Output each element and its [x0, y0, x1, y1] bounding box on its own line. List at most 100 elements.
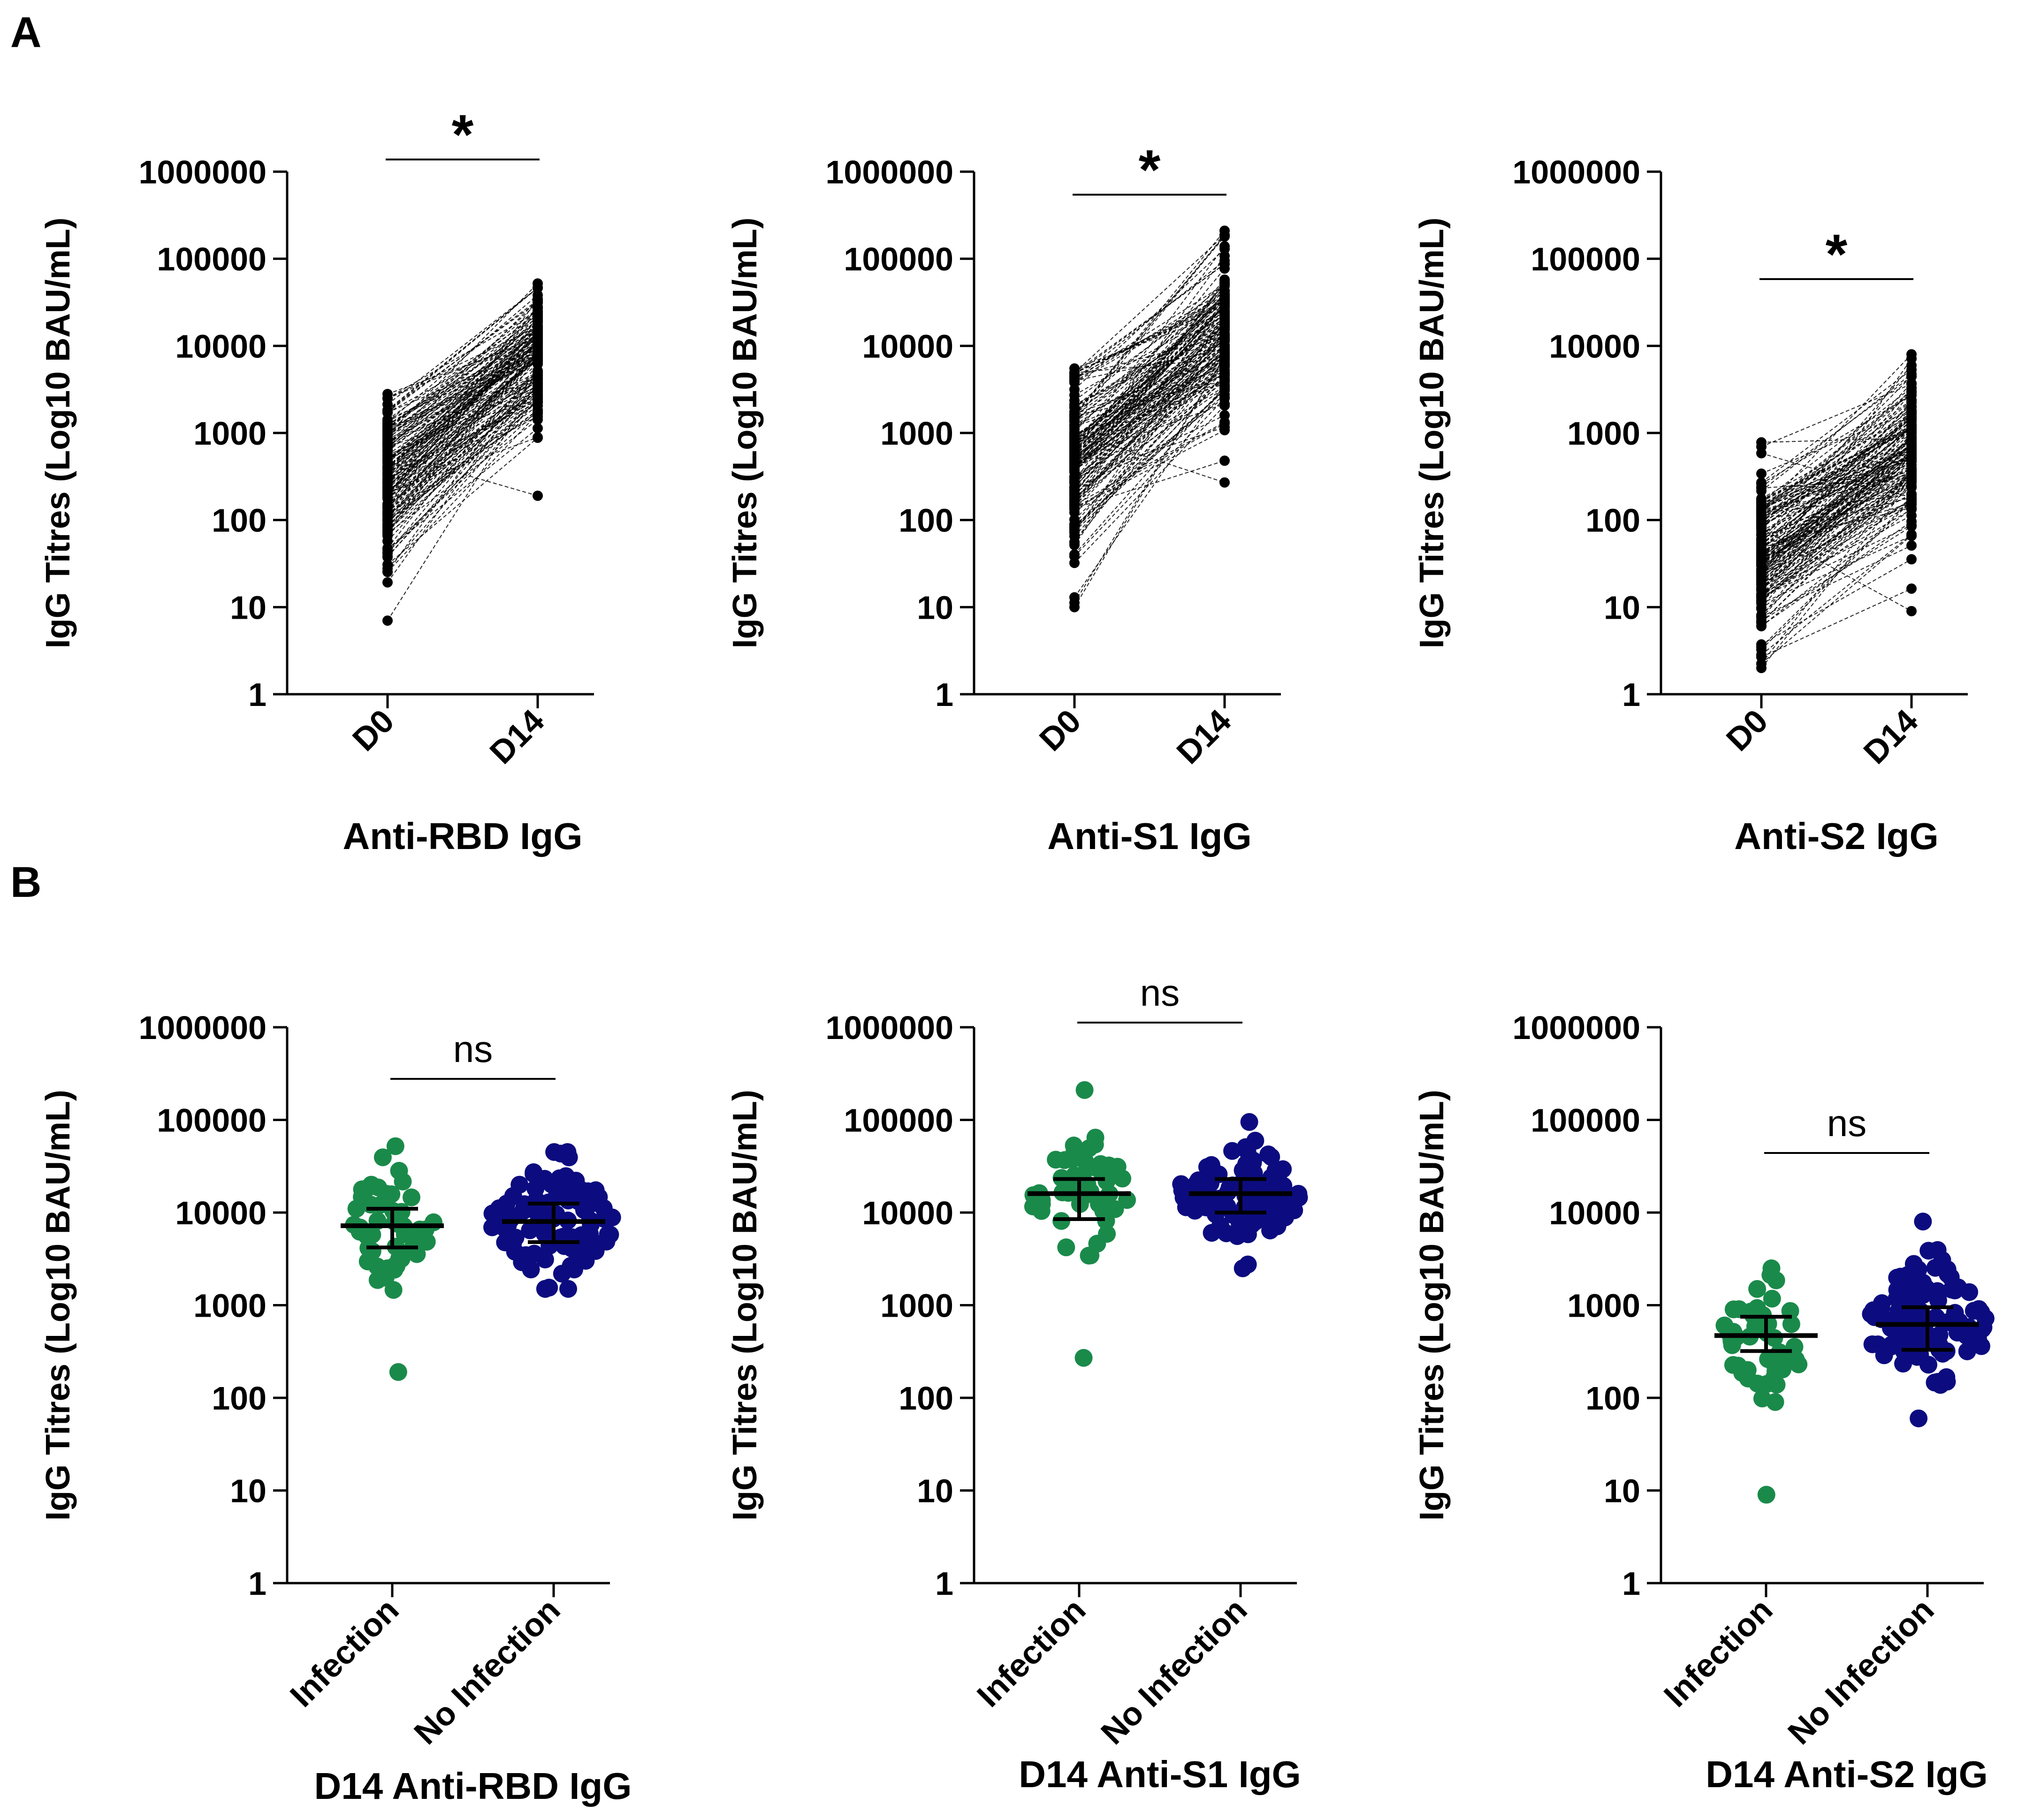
data-point [1065, 1137, 1083, 1155]
y-tick-label: 100 [1585, 1380, 1640, 1417]
data-point [402, 1188, 420, 1206]
pair-line [387, 295, 538, 423]
pair-line [1074, 384, 1225, 598]
pair-line [1761, 481, 1912, 668]
d0-point [382, 479, 393, 490]
pair-line [387, 335, 538, 464]
d14-point [1219, 258, 1230, 269]
x-tick-label: No Infection [407, 1591, 567, 1751]
pair-line [387, 372, 538, 458]
d14-point [1906, 379, 1917, 389]
d0-point [1756, 505, 1767, 516]
pair-line [1074, 283, 1225, 408]
d0-point [1069, 549, 1080, 560]
data-point [570, 1192, 588, 1211]
d14-point [1219, 417, 1230, 427]
data-point [1914, 1213, 1932, 1231]
pair-line [1761, 534, 1912, 655]
y-tick-label: 1 [935, 1565, 953, 1602]
x-axis-title: Anti-S2 IgG [1734, 815, 1939, 857]
pair-line [387, 384, 538, 516]
pair-line [1074, 356, 1225, 484]
d14-point [1219, 289, 1230, 300]
pair-line [1761, 470, 1912, 553]
pair-line [1761, 395, 1912, 485]
x-tick-label: Infection [970, 1591, 1092, 1714]
pair-line [387, 311, 538, 483]
pair-line [387, 300, 538, 413]
pair-lines [387, 283, 538, 621]
pair-line [1074, 381, 1225, 445]
pair-line [1074, 380, 1225, 417]
pair-line [1074, 355, 1225, 543]
pair-line [387, 353, 538, 508]
pair-line [387, 355, 538, 493]
pair-line [1761, 390, 1912, 511]
pair-line [1761, 415, 1912, 499]
series-no-infection [1862, 1213, 1995, 1427]
pair-line [1761, 376, 1912, 488]
y-tick-label: 100000 [157, 1102, 267, 1139]
d0-point [1756, 598, 1767, 609]
pair-line [1761, 508, 1912, 627]
chart-6: 1 10 100 1000 10000 100000 1000000 Infection No … [1413, 1009, 1995, 1795]
pair-line [387, 405, 538, 519]
pair-line [1074, 282, 1225, 481]
d14-point [533, 295, 543, 306]
data-point [525, 1165, 543, 1183]
pair-line [1074, 345, 1225, 500]
x-tick-label: Infection [1657, 1591, 1779, 1714]
pair-line [1761, 471, 1912, 602]
data-point [1894, 1355, 1912, 1373]
x-tick-label: D14 [1857, 702, 1925, 771]
y-tick-label: 10000 [1549, 1195, 1640, 1231]
pair-line [1761, 464, 1912, 562]
pair-line [1761, 427, 1912, 516]
y-axis-title: IgG Titres (Log10 BAU/mL) [726, 218, 764, 649]
pair-line [1761, 472, 1912, 615]
x-tick-label: D0 [1032, 702, 1088, 758]
pair-line [1761, 535, 1912, 664]
pair-line [1761, 472, 1912, 563]
pair-line [1074, 311, 1225, 456]
pair-line [1074, 246, 1225, 447]
y-axis-title: IgG Titres (Log10 BAU/mL) [726, 1090, 764, 1521]
d0-point [1069, 367, 1080, 378]
data-point [1239, 1225, 1257, 1244]
d0-point [1069, 410, 1080, 421]
pair-line [387, 306, 538, 496]
pair-line [387, 320, 538, 434]
pair-line [1761, 392, 1912, 520]
data-point [1912, 1283, 1930, 1302]
pair-line [1761, 498, 1912, 609]
data-point [363, 1242, 381, 1260]
pair-line [1761, 559, 1912, 645]
pair-line [1074, 235, 1225, 421]
data-point [1097, 1212, 1115, 1230]
pair-line [387, 357, 538, 434]
pair-line [1074, 381, 1225, 435]
y-tick-label: 10000 [862, 1195, 953, 1231]
pair-line [1761, 369, 1912, 483]
data-point [1052, 1212, 1071, 1230]
pair-line [1074, 354, 1225, 443]
pair-line [387, 332, 538, 496]
data-point [1266, 1161, 1285, 1180]
data-point [362, 1196, 380, 1214]
d14-point [1219, 477, 1230, 488]
pair-line [387, 322, 538, 429]
y-tick-label: 1000000 [1512, 154, 1640, 190]
pair-line [387, 395, 538, 495]
y-tick-label: 100 [1585, 502, 1640, 539]
pair-line [387, 400, 538, 553]
pair-line [1761, 472, 1912, 566]
pair-line [1761, 400, 1912, 577]
data-point [408, 1245, 426, 1263]
pair-line [1761, 437, 1912, 561]
pair-line [387, 341, 538, 481]
significance-label: * [1826, 223, 1848, 286]
pair-line [387, 437, 538, 565]
d14-point [1906, 449, 1917, 460]
d14-point [1906, 540, 1917, 551]
pair-line [387, 400, 538, 499]
